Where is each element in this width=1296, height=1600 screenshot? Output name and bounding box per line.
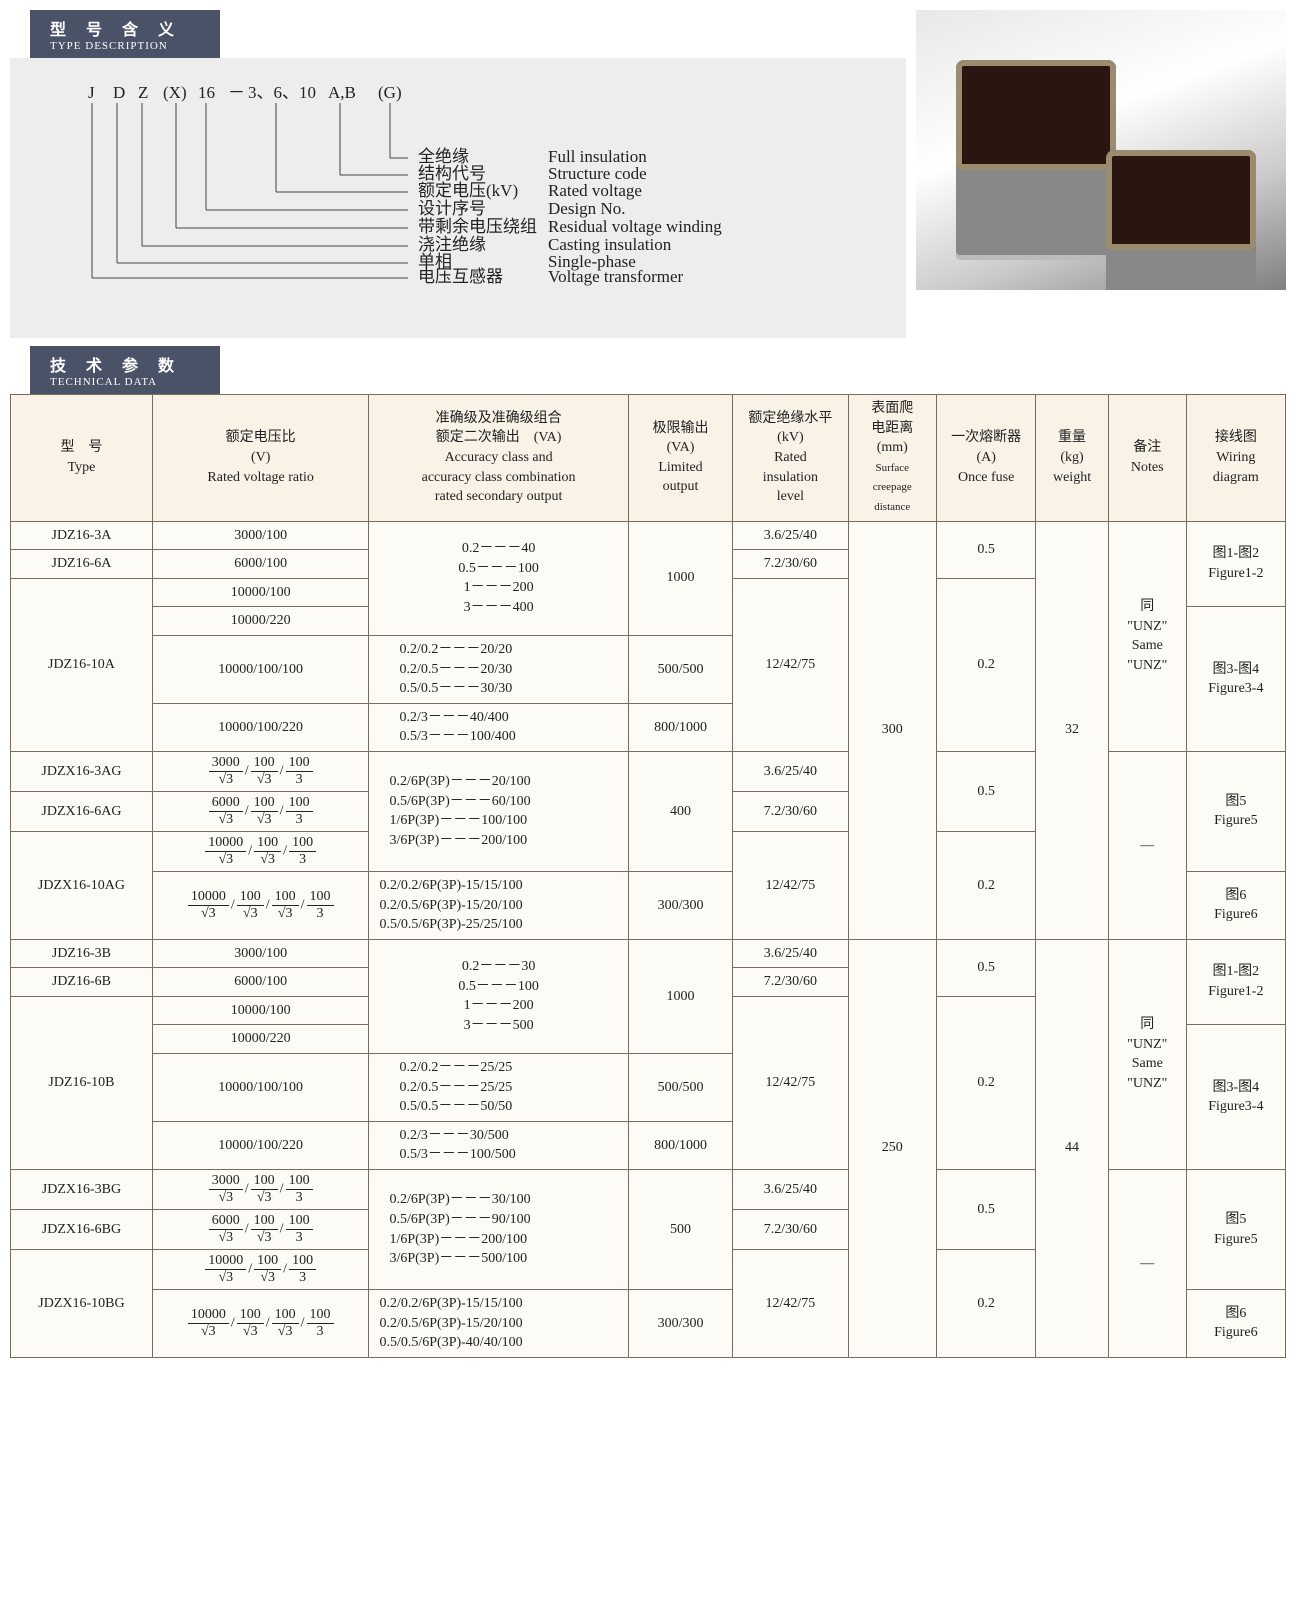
svg-text:3、6、10: 3、6、10: [248, 83, 316, 102]
tech-data-header: 技 术 参 数 TECHNICAL DATA: [30, 346, 220, 394]
svg-text:Rated voltage: Rated voltage: [548, 181, 642, 200]
col-weight: 重量(kg)weight: [1036, 395, 1109, 522]
svg-text:Design No.: Design No.: [548, 199, 625, 218]
svg-text:Residual voltage winding: Residual voltage winding: [548, 217, 722, 236]
svg-text:16: 16: [198, 83, 215, 102]
svg-text:－: －: [228, 83, 245, 102]
svg-text:Z: Z: [138, 83, 148, 102]
svg-text:额定电压(kV): 额定电压(kV): [418, 181, 518, 200]
technical-data-table: 型 号Type 额定电压比(V)Rated voltage ratio 准确级及…: [10, 394, 1286, 1358]
svg-text:带剩余电压绕组: 带剩余电压绕组: [418, 217, 537, 236]
svg-text:Voltage transformer: Voltage transformer: [548, 267, 684, 286]
col-type: 型 号Type: [11, 395, 153, 522]
type-desc-title-en: TYPE DESCRIPTION: [50, 40, 200, 52]
svg-text:设计序号: 设计序号: [418, 199, 486, 218]
type-desc-header: 型 号 含 义 TYPE DESCRIPTION: [30, 10, 220, 58]
svg-text:电压互感器: 电压互感器: [418, 267, 503, 286]
table-row: JDZ16-3B 3000/100 0.2－－－300.5－－－1001－－－2…: [11, 939, 1286, 968]
table-row: JDZ16-3A 3000/100 0.2－－－400.5－－－1001－－－2…: [11, 521, 1286, 550]
col-accuracy: 准确级及准确级组合 额定二次输出 (VA)Accuracy class and …: [369, 395, 628, 522]
svg-text:J: J: [88, 83, 95, 102]
col-fuse: 一次熔断器(A)Once fuse: [937, 395, 1036, 522]
col-wiring: 接线图Wiring diagram: [1186, 395, 1285, 522]
svg-text:A,B: A,B: [328, 83, 356, 102]
table-header-row: 型 号Type 额定电压比(V)Rated voltage ratio 准确级及…: [11, 395, 1286, 522]
type-description-row: 型 号 含 义 TYPE DESCRIPTION J D Z (X) 16 － …: [10, 10, 1286, 338]
type-desc-title-cn: 型 号 含 义: [50, 16, 200, 40]
col-insulation: 额定绝缘水平(kV)Rated insulation level: [733, 395, 848, 522]
svg-text:(X): (X): [163, 83, 187, 102]
col-creepage: 表面爬 电距离(mm)Surface creepage distance: [848, 395, 937, 522]
type-code-diagram: J D Z (X) 16 － 3、6、10 A,B (G) 全绝缘Full: [60, 78, 876, 288]
svg-text:(G): (G): [378, 83, 402, 102]
tech-title-en: TECHNICAL DATA: [50, 376, 200, 388]
tech-title-cn: 技 术 参 数: [50, 352, 200, 376]
col-ratio: 额定电压比(V)Rated voltage ratio: [152, 395, 369, 522]
svg-text:D: D: [113, 83, 125, 102]
product-photo: [916, 10, 1286, 290]
col-limit: 极限输出(VA)Limited output: [628, 395, 733, 522]
type-desc-body: J D Z (X) 16 － 3、6、10 A,B (G) 全绝缘Full: [10, 58, 906, 338]
col-notes: 备注Notes: [1108, 395, 1186, 522]
